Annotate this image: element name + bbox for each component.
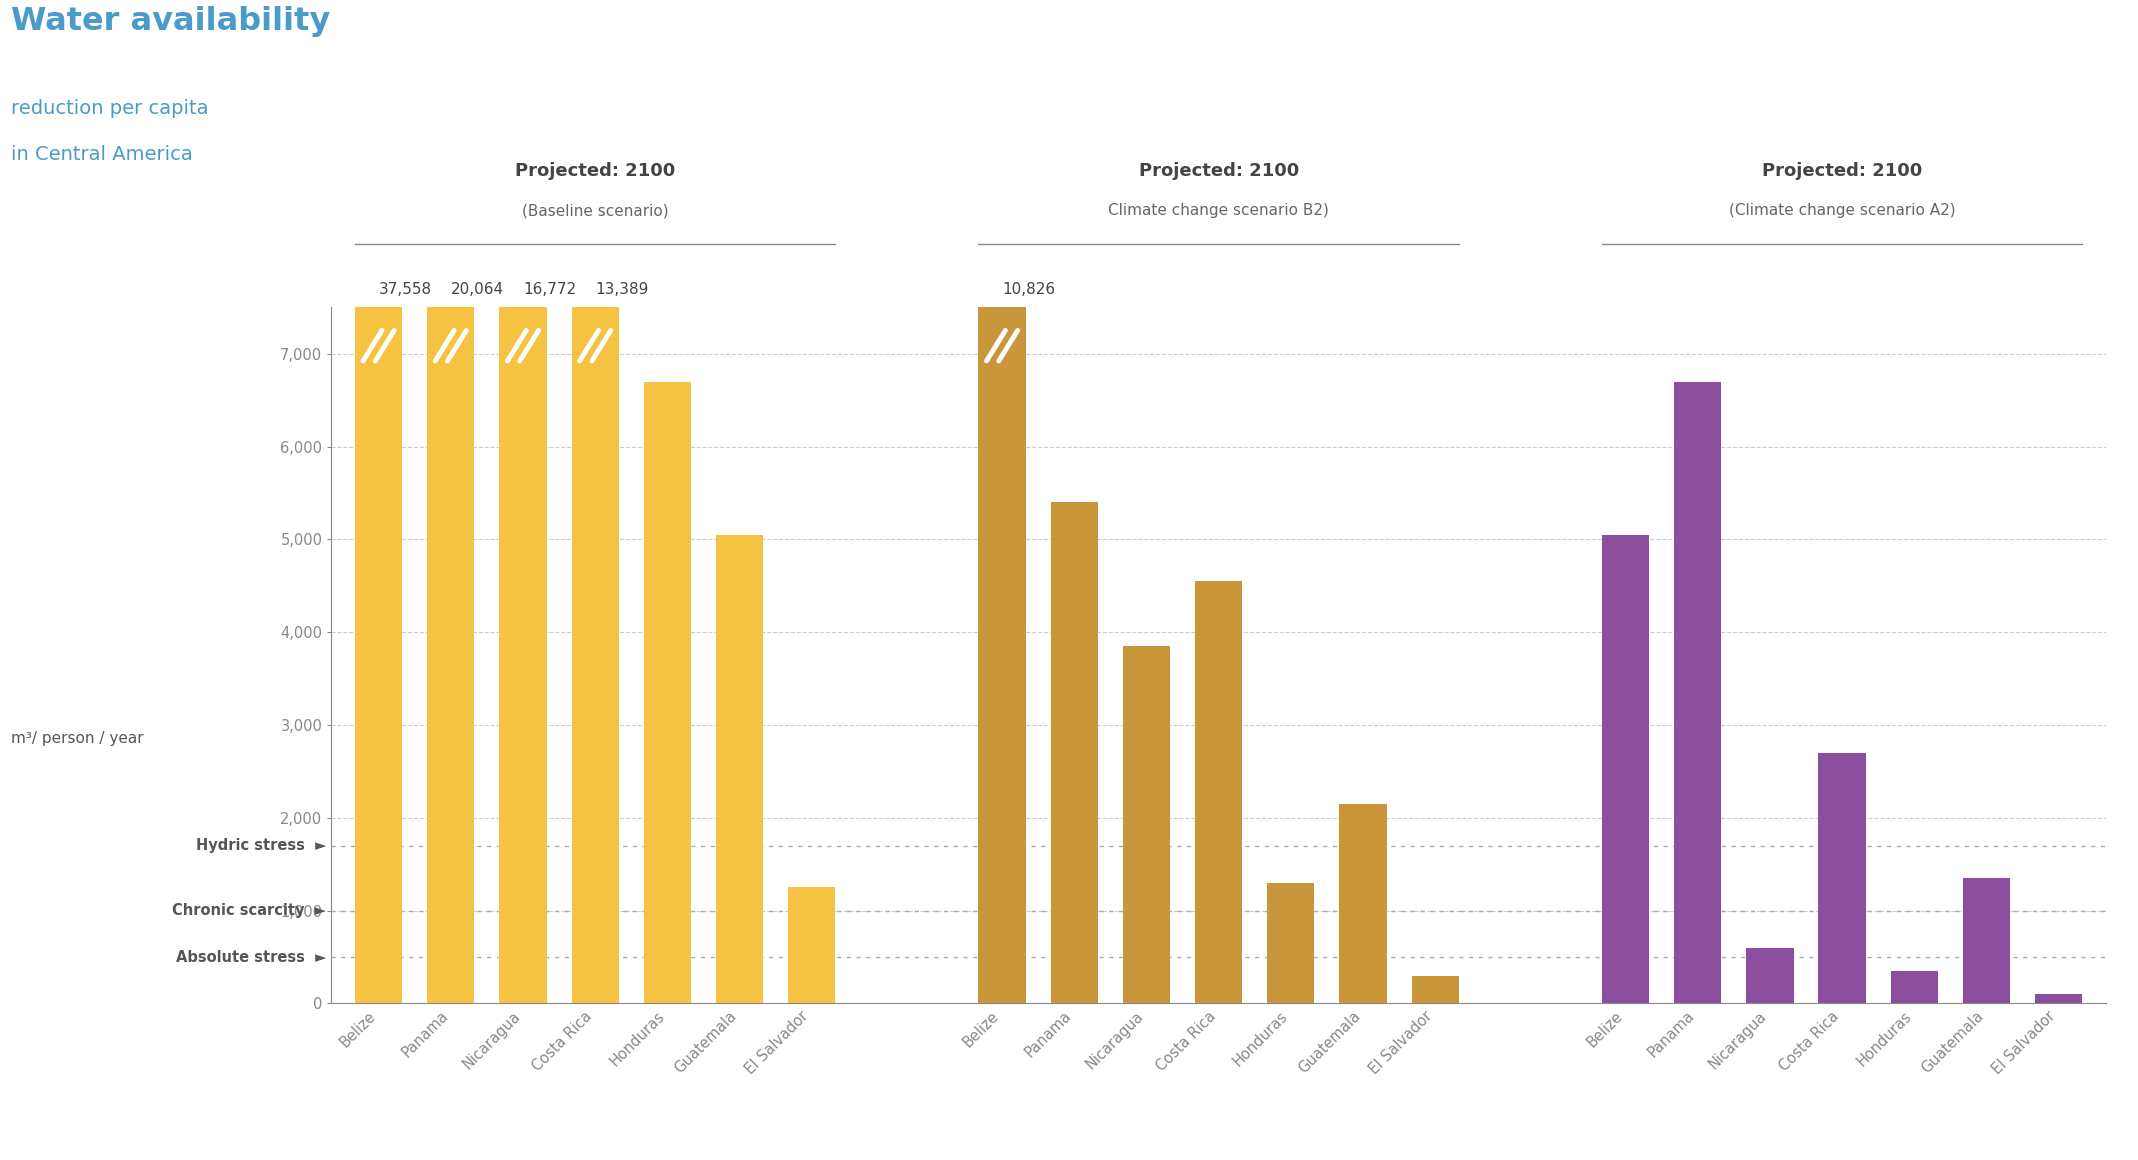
Text: 10,826: 10,826 — [1003, 282, 1056, 297]
Bar — [571, 307, 618, 1003]
Bar — [1338, 804, 1388, 1003]
Text: Climate change scenario B2): Climate change scenario B2) — [1107, 203, 1330, 218]
Bar — [1411, 976, 1458, 1003]
Bar — [1674, 382, 1721, 1003]
Bar — [789, 887, 836, 1003]
Text: Chronic scarcity  ►: Chronic scarcity ► — [173, 904, 327, 918]
Text: (Climate change scenario A2): (Climate change scenario A2) — [1730, 203, 1956, 218]
Text: 37,558: 37,558 — [378, 282, 432, 297]
Bar — [1050, 502, 1099, 1003]
Bar — [979, 307, 1026, 1003]
Bar — [1122, 646, 1169, 1003]
Bar — [1890, 971, 1937, 1003]
Bar — [355, 307, 402, 1003]
Text: Projected: 2100: Projected: 2100 — [515, 161, 676, 180]
Text: reduction per capita: reduction per capita — [11, 99, 207, 117]
Bar — [2035, 994, 2082, 1003]
Bar — [1819, 753, 1866, 1003]
Text: 20,064: 20,064 — [451, 282, 505, 297]
Text: Projected: 2100: Projected: 2100 — [1140, 161, 1298, 180]
Bar — [1195, 581, 1242, 1003]
Text: Hydric stress  ►: Hydric stress ► — [197, 839, 327, 853]
Text: in Central America: in Central America — [11, 145, 192, 164]
Bar — [1963, 878, 2010, 1003]
Bar — [500, 307, 547, 1003]
Text: m³/ person / year: m³/ person / year — [11, 732, 143, 746]
Bar — [1747, 948, 1794, 1003]
Text: Absolute stress  ►: Absolute stress ► — [175, 950, 327, 964]
Bar — [1601, 535, 1648, 1003]
Text: (Baseline scenario): (Baseline scenario) — [522, 203, 669, 218]
Text: Projected: 2100: Projected: 2100 — [1762, 161, 1922, 180]
Text: 16,772: 16,772 — [524, 282, 575, 297]
Bar — [1268, 883, 1315, 1003]
Bar — [716, 535, 763, 1003]
Bar — [428, 307, 475, 1003]
Text: Water availability: Water availability — [11, 6, 329, 37]
Text: 13,389: 13,389 — [594, 282, 648, 297]
Bar — [644, 382, 691, 1003]
